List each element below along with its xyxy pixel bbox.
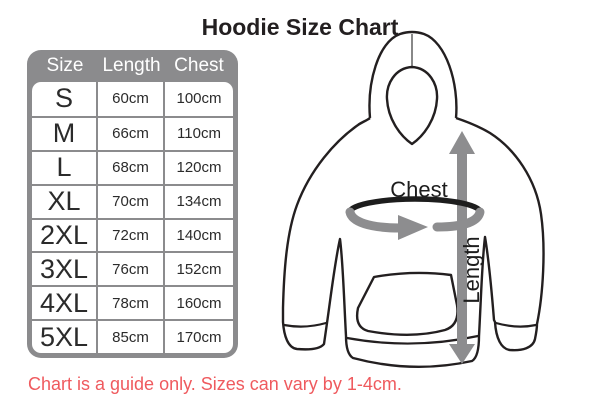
chest-cell: 152cm xyxy=(176,260,222,278)
chest-arrow-front-left-arc xyxy=(345,207,405,233)
chest-cell: 170cm xyxy=(176,328,222,346)
column-header-size: Size xyxy=(46,55,84,76)
chest-cell: 110cm xyxy=(177,125,221,143)
page-title: Hoodie Size Chart xyxy=(201,14,399,40)
chest-arrow-head xyxy=(398,215,428,240)
kangaroo-pocket xyxy=(355,271,459,336)
chest-cell: 134cm xyxy=(176,193,222,211)
length-arrow-head-up xyxy=(449,131,475,154)
right-cuff-line xyxy=(494,321,538,328)
table-row: 2XL 72cm 140cm xyxy=(32,217,233,252)
table-row: M 66cm 110cm xyxy=(32,115,233,150)
length-cell: 66cm xyxy=(98,117,165,150)
size-table-body: S 60cm 100cm M 66cm 110cm L 68cm 120cm X… xyxy=(32,82,233,353)
size-cell: 3XL xyxy=(32,253,98,286)
size-cell: S xyxy=(32,82,98,116)
table-row: L 68cm 120cm xyxy=(32,149,233,184)
chest-cell: 160cm xyxy=(176,294,222,312)
table-row: XL 70cm 134cm xyxy=(32,183,233,218)
chest-arrow-back-arc xyxy=(346,196,484,216)
chest-label: Chest xyxy=(390,177,447,202)
table-row: S 60cm 100cm xyxy=(32,82,233,116)
size-table-header: Size Length Chest xyxy=(27,50,238,82)
size-cell: L xyxy=(32,151,98,184)
length-cell: 70cm xyxy=(98,185,165,218)
table-row: 4XL 78cm 160cm xyxy=(32,285,233,320)
chest-cell: 140cm xyxy=(176,226,222,244)
size-cell: M xyxy=(32,117,98,150)
table-row: 3XL 76cm 152cm xyxy=(32,251,233,286)
face-opening xyxy=(385,65,439,146)
size-table: Size Length Chest S 60cm 100cm M 66cm 11… xyxy=(27,50,238,358)
length-cell: 85cm xyxy=(98,321,165,353)
length-label: Length xyxy=(459,236,484,303)
chest-cell: 100cm xyxy=(176,90,222,108)
size-cell: 2XL xyxy=(32,219,98,252)
length-cell: 72cm xyxy=(98,219,165,252)
length-arrow xyxy=(449,131,475,364)
column-header-chest: Chest xyxy=(174,55,224,76)
chest-arrow xyxy=(345,196,485,240)
footnote-text: Chart is a guide only. Sizes can vary by… xyxy=(28,374,402,394)
length-arrow-head-down xyxy=(449,344,475,364)
length-cell: 76cm xyxy=(98,253,165,286)
length-cell: 60cm xyxy=(98,82,165,116)
size-cell: XL xyxy=(32,185,98,218)
length-cell: 68cm xyxy=(98,151,165,184)
hoodie-body-outline xyxy=(281,116,545,368)
size-cell: 5XL xyxy=(32,321,98,353)
left-cuff-line xyxy=(282,321,328,328)
size-cell: 4XL xyxy=(32,287,98,320)
length-arrow-shaft xyxy=(457,150,467,348)
chest-cell: 120cm xyxy=(176,159,222,177)
length-cell: 78cm xyxy=(98,287,165,320)
column-header-length: Length xyxy=(102,55,161,76)
chest-arrow-front-right-arc xyxy=(432,207,485,232)
table-row: 5XL 85cm 170cm xyxy=(32,319,233,353)
